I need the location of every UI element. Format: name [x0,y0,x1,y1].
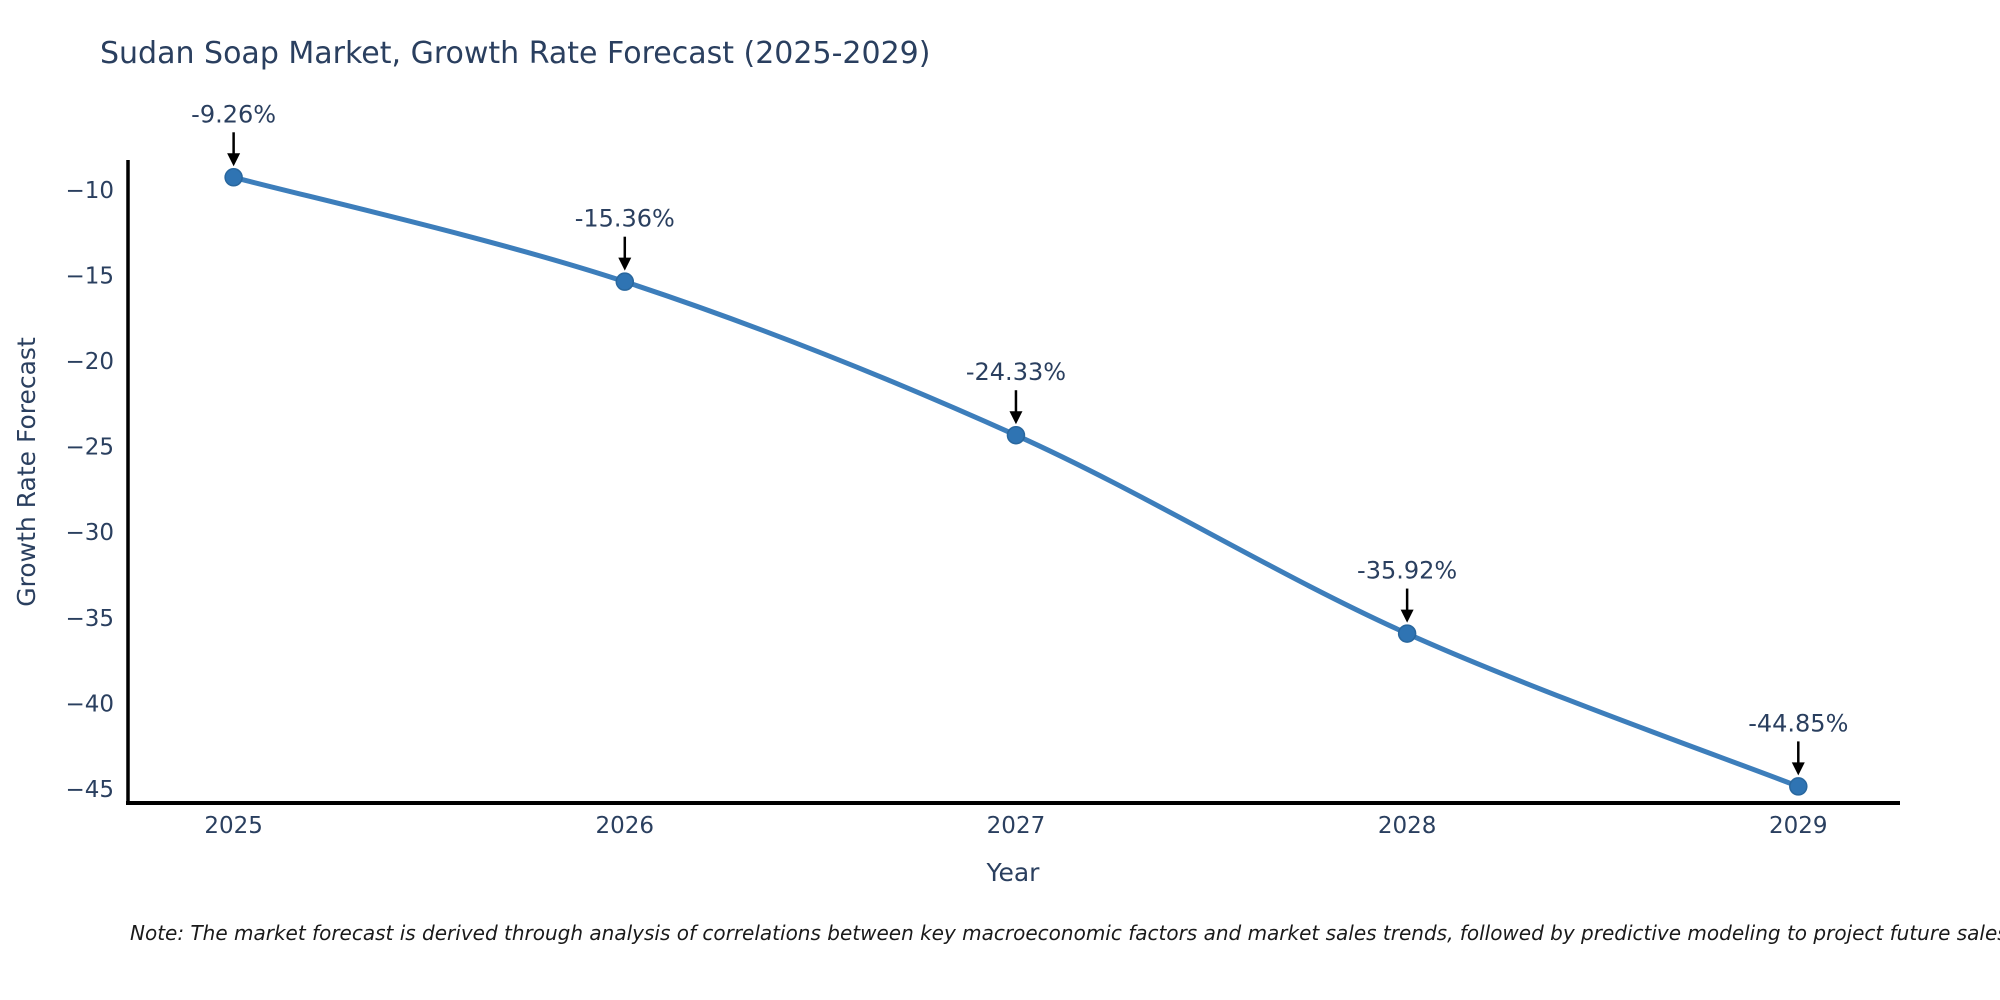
x-tick-label: 2026 [596,813,655,839]
data-point-marker[interactable] [1789,777,1808,796]
x-tick-label: 2028 [1378,813,1437,839]
x-tick-label: 2025 [204,813,263,839]
y-axis-title: Growth Rate Forecast [12,337,41,607]
x-tick-label: 2029 [1769,813,1828,839]
chart-title: Sudan Soap Market, Growth Rate Forecast … [100,36,931,71]
x-tick-label: 2027 [987,813,1046,839]
series-line [231,174,1801,789]
y-tick-label: −30 [65,520,114,546]
y-tick-label: −10 [65,178,114,204]
annotation-arrowhead [1400,609,1414,623]
annotation-arrowhead [618,257,632,271]
x-axis-title: Year [986,858,1040,887]
y-tick-label: −35 [65,606,114,632]
annotation-label: -9.26% [191,100,276,128]
y-tick-label: −15 [65,264,114,290]
y-tick-label: −45 [65,777,114,803]
annotation-label: -15.36% [575,205,675,233]
annotation-arrowhead [1009,411,1023,425]
annotation-label: -44.85% [1748,709,1848,737]
annotation-label: -35.92% [1357,557,1457,585]
data-point-marker[interactable] [1006,425,1026,445]
chart-footnote: Note: The market forecast is derived thr… [130,921,2000,945]
annotation-arrowhead [1791,762,1805,776]
data-point-marker[interactable] [224,168,243,187]
annotation-arrowhead [227,153,241,167]
data-point-marker[interactable] [615,272,635,291]
y-tick-label: −20 [65,349,114,375]
y-tick-label: −40 [65,691,114,717]
data-point-marker[interactable] [1397,624,1417,643]
y-tick-label: −25 [65,435,114,461]
annotation-label: -24.33% [966,358,1066,386]
